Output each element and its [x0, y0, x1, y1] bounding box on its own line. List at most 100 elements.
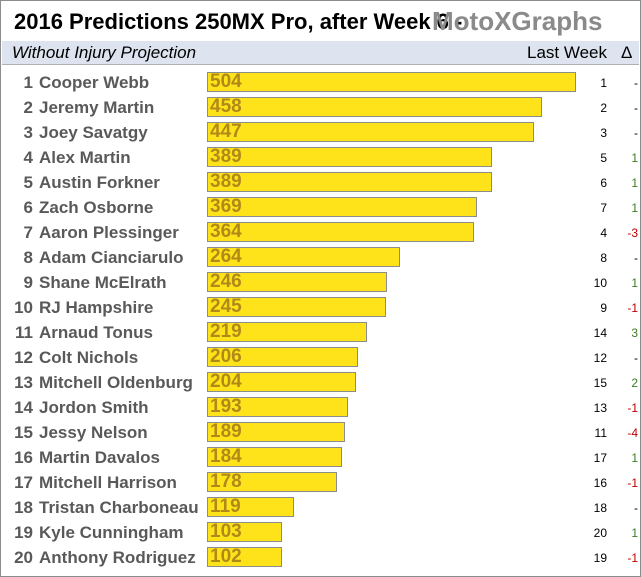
points-label: 369 — [210, 196, 242, 217]
points-label: 389 — [210, 171, 242, 192]
last-week-rank: 14 — [593, 326, 607, 340]
points-bar — [207, 322, 367, 342]
points-bar — [207, 222, 474, 242]
last-week-rank: 4 — [600, 226, 607, 240]
rank-number: 16 — [14, 448, 33, 467]
chart-row: 19 Kyle Cunningham 103 20 1 — [1, 521, 640, 546]
brand-logo-text: MotoXGraphs — [432, 6, 603, 36]
last-week-rank: 17 — [593, 451, 607, 465]
last-week-rank: 15 — [593, 376, 607, 390]
points-label: 219 — [210, 321, 242, 342]
rank-number: 6 — [23, 198, 33, 217]
points-label: 364 — [210, 221, 242, 242]
points-bar — [207, 247, 400, 267]
last-week-rank: 9 — [600, 301, 607, 315]
rider-name: Martin Davalos — [39, 448, 160, 467]
rank-change: -1 — [627, 401, 638, 415]
rank-number: 18 — [14, 498, 33, 517]
chart-row: 7 Aaron Plessinger 364 4 -3 — [1, 221, 640, 246]
points-label: 458 — [210, 96, 242, 117]
rider-name: Mitchell Harrison — [39, 473, 177, 492]
rank-change: 1 — [631, 276, 638, 290]
rank-change: 1 — [631, 526, 638, 540]
rider-name: Jordon Smith — [39, 398, 149, 417]
rank-change: 1 — [631, 451, 638, 465]
rank-number: 19 — [14, 523, 33, 542]
points-bar — [207, 347, 358, 367]
rider-name: Austin Forkner — [39, 173, 160, 192]
points-bar — [207, 372, 356, 392]
rank-number: 13 — [14, 373, 33, 392]
rider-name: Cooper Webb — [39, 73, 150, 92]
rider-name: Jeremy Martin — [39, 98, 155, 117]
chart-row: 8 Adam Cianciarulo 264 8 - — [1, 246, 640, 271]
points-bar — [207, 147, 492, 167]
chart-row: 1 Cooper Webb 504 1 - — [1, 71, 640, 96]
points-bar — [207, 397, 348, 417]
points-bar — [207, 97, 542, 117]
points-label: 447 — [210, 121, 242, 142]
rank-number: 4 — [23, 148, 33, 167]
last-week-rank: 16 — [593, 476, 607, 490]
rank-number: 14 — [14, 398, 33, 417]
rank-change: -3 — [627, 226, 638, 240]
title-row: 2016 Predictions 250MX Pro, after Week 6… — [2, 2, 639, 40]
chart-row: 11 Arnaud Tonus 219 14 3 — [1, 321, 640, 346]
rank-change: -1 — [627, 301, 638, 315]
points-label: 178 — [210, 471, 242, 492]
points-label: 119 — [210, 496, 241, 517]
chart-row: 14 Jordon Smith 193 13 -1 — [1, 396, 640, 421]
rank-change: - — [634, 501, 638, 515]
points-bar — [207, 447, 342, 467]
last-week-rank: 5 — [600, 151, 607, 165]
rank-change: 2 — [631, 376, 638, 390]
chart-row: 20 Anthony Rodriguez 102 19 -1 — [1, 546, 640, 571]
chart-row: 9 Shane McElrath 246 10 1 — [1, 271, 640, 296]
points-label: 103 — [210, 521, 242, 542]
last-week-rank: 10 — [593, 276, 607, 290]
rider-name: Mitchell Oldenburg — [39, 373, 193, 392]
points-bar — [207, 547, 282, 567]
rider-name: Adam Cianciarulo — [39, 248, 184, 267]
delta-column-header: Δ — [621, 43, 633, 62]
rider-name: Joey Savatgy — [39, 123, 148, 142]
rank-change: 1 — [631, 201, 638, 215]
points-label: 206 — [210, 346, 242, 367]
rank-number: 10 — [14, 298, 33, 317]
last-week-rank: 1 — [600, 76, 607, 90]
last-week-rank: 6 — [600, 176, 607, 190]
points-bar — [207, 122, 534, 142]
chart-row: 4 Alex Martin 389 5 1 — [1, 146, 640, 171]
rank-number: 5 — [23, 173, 33, 192]
chart-subtitle: Without Injury Projection — [12, 43, 197, 62]
rank-change: - — [634, 251, 638, 265]
rider-name: RJ Hampshire — [39, 298, 154, 317]
last-week-rank: 11 — [594, 426, 607, 440]
points-label: 204 — [210, 371, 242, 392]
rank-change: - — [634, 101, 638, 115]
rider-name: Tristan Charboneau — [39, 498, 199, 517]
rider-name: Jessy Nelson — [39, 423, 148, 442]
last-week-column-header: Last Week — [527, 43, 608, 62]
chart-row: 12 Colt Nichols 206 12 - — [1, 346, 640, 371]
chart-row: 2 Jeremy Martin 458 2 - — [1, 96, 640, 121]
rank-number: 17 — [14, 473, 33, 492]
rank-number: 15 — [14, 423, 33, 442]
rank-change: - — [634, 76, 638, 90]
chart-row: 3 Joey Savatgy 447 3 - — [1, 121, 640, 146]
rank-number: 20 — [14, 548, 33, 567]
rider-name: Zach Osborne — [39, 198, 154, 217]
rider-name: Kyle Cunningham — [39, 523, 184, 542]
rider-name: Shane McElrath — [39, 273, 167, 292]
chart-row: 16 Martin Davalos 184 17 1 — [1, 446, 640, 471]
rank-number: 3 — [23, 123, 33, 142]
points-label: 184 — [210, 446, 242, 467]
rank-number: 2 — [23, 98, 33, 117]
chart-title: 2016 Predictions 250MX Pro, after Week 6… — [14, 9, 463, 34]
chart-row: 13 Mitchell Oldenburg 204 15 2 — [1, 371, 640, 396]
rank-number: 12 — [14, 348, 33, 367]
points-bar — [207, 422, 345, 442]
last-week-rank: 13 — [593, 401, 607, 415]
rider-name: Alex Martin — [39, 148, 131, 167]
